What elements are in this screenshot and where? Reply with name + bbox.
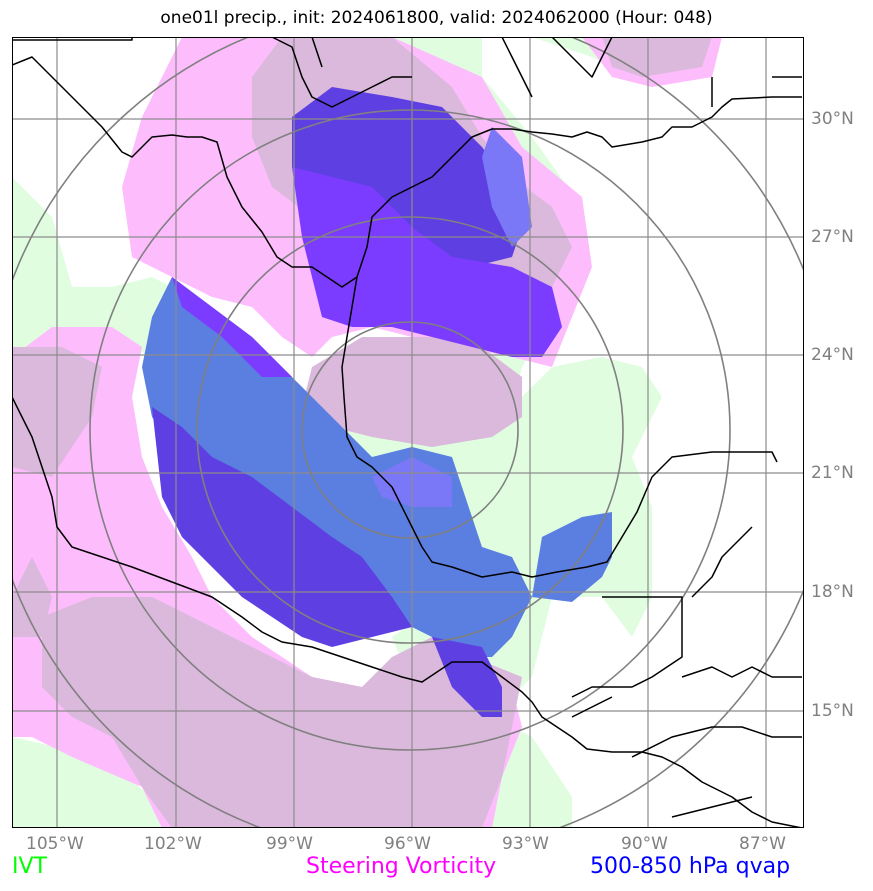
- qvap-blue-east: [532, 512, 612, 602]
- lat-label-24n: 24°N: [811, 345, 854, 365]
- latitude-gridlines: [12, 118, 804, 712]
- qvap-violet-field: [292, 167, 562, 357]
- legend-ivt: IVT: [12, 854, 47, 879]
- qvap-periwinkle-gulf: [482, 127, 532, 247]
- map-panel: [12, 37, 804, 828]
- lat-label-27n: 27°N: [811, 227, 854, 247]
- map-frame: [12, 37, 804, 828]
- lon-label-102w: 102°W: [144, 834, 202, 854]
- legend-steering-vorticity: Steering Vorticity: [306, 854, 497, 879]
- lon-label-96w: 96°W: [384, 834, 431, 854]
- coastlines: [12, 37, 803, 828]
- lat-label-15n: 15°N: [811, 701, 854, 721]
- lon-label-87w: 87°W: [739, 834, 786, 854]
- lat-label-21n: 21°N: [811, 463, 854, 483]
- legend-qvap: 500-850 hPa qvap: [590, 854, 791, 879]
- lat-label-18n: 18°N: [811, 582, 854, 602]
- longitude-gridlines: [56, 37, 767, 828]
- lon-label-105w: 105°W: [26, 834, 84, 854]
- lon-label-99w: 99°W: [266, 834, 313, 854]
- lon-label-90w: 90°W: [621, 834, 668, 854]
- lat-label-30n: 30°N: [811, 109, 854, 129]
- map-title: one01l precip., init: 2024061800, valid:…: [160, 8, 713, 28]
- lon-label-93w: 93°W: [502, 834, 549, 854]
- qvap-violet-strip: [172, 277, 292, 377]
- range-rings: [12, 37, 804, 828]
